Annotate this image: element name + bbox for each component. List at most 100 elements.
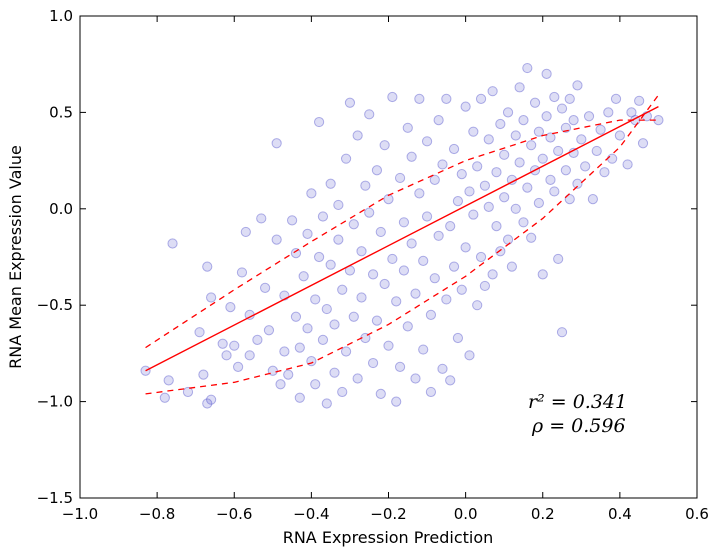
data-point [510, 130, 521, 141]
data-point [310, 379, 321, 390]
upper-confidence-band [145, 119, 659, 349]
data-point [233, 361, 244, 372]
data-point [441, 294, 452, 305]
regression-line [145, 105, 659, 372]
data-point [340, 153, 352, 164]
data-point [448, 143, 460, 155]
axis-ticks: −1.0 −0.8 −0.6 −0.4 −0.2 0.0 0.2 0.4 0.6−1.5−1.0… [37, 7, 709, 523]
data-point [294, 342, 305, 353]
data-point [275, 379, 286, 390]
y-tick-label: −1.0 [37, 393, 73, 411]
data-point [529, 97, 541, 108]
data-point [460, 242, 471, 253]
data-point [634, 95, 645, 106]
data-point [371, 165, 383, 176]
data-point [379, 140, 390, 151]
x-tick-label: −1.0 [62, 505, 98, 523]
data-point [402, 122, 413, 133]
data-point [518, 217, 529, 228]
x-axis-title: RNA Expression Prediction [283, 528, 494, 547]
data-point [495, 246, 506, 257]
points-layer [140, 62, 664, 409]
data-point [310, 294, 321, 305]
data-point [533, 197, 544, 209]
data-point [487, 269, 498, 280]
data-point [479, 280, 491, 292]
data-point [541, 68, 552, 79]
data-point [352, 373, 363, 384]
data-point [367, 269, 379, 280]
data-point [356, 292, 367, 303]
data-point [364, 109, 375, 120]
data-point [329, 367, 340, 378]
data-point [383, 194, 394, 205]
fit-lines-layer [145, 94, 659, 395]
data-point [448, 261, 460, 272]
data-point [491, 167, 502, 178]
data-point [290, 248, 302, 259]
data-point [437, 363, 448, 374]
data-point [595, 124, 606, 135]
data-point [321, 398, 332, 409]
data-point [429, 273, 440, 284]
data-point [283, 369, 294, 380]
data-point [263, 325, 275, 336]
data-point [553, 253, 564, 265]
data-point [526, 232, 537, 243]
data-point [518, 115, 529, 126]
data-point [537, 153, 548, 164]
data-point [317, 334, 329, 346]
data-point [391, 296, 402, 307]
data-point [587, 194, 598, 205]
data-point [541, 111, 552, 122]
data-point [510, 203, 521, 214]
data-point [202, 398, 213, 409]
data-point [425, 309, 437, 320]
data-point [452, 195, 464, 207]
data-point [564, 93, 575, 105]
data-point [580, 161, 591, 172]
data-point [298, 271, 309, 282]
data-point [556, 327, 568, 338]
y-tick-label: 1.0 [49, 7, 73, 25]
data-point [610, 93, 622, 105]
data-point [163, 375, 174, 386]
data-point [167, 238, 178, 249]
data-point [452, 332, 464, 344]
data-point [421, 211, 433, 222]
data-point [537, 269, 548, 280]
data-point [418, 255, 429, 266]
data-point [375, 388, 386, 399]
data-point [344, 97, 356, 108]
data-point [410, 288, 421, 299]
data-point [356, 246, 367, 257]
data-point [475, 93, 487, 105]
data-point [229, 340, 240, 351]
data-point [464, 186, 475, 197]
data-point [483, 134, 494, 145]
data-point [279, 346, 290, 357]
data-point [441, 93, 452, 105]
data-point [456, 284, 467, 295]
data-point [560, 165, 571, 176]
r-squared-annotation: r² = 0.341 [528, 391, 627, 413]
data-point [302, 323, 313, 334]
x-tick-label: 0.2 [531, 505, 555, 523]
data-point [348, 219, 359, 230]
data-point [437, 159, 448, 170]
data-point [445, 221, 456, 232]
data-point [456, 168, 467, 180]
x-tick-label: −0.8 [139, 505, 175, 523]
data-point [421, 136, 433, 147]
data-point [564, 194, 575, 205]
data-point [325, 178, 336, 189]
y-tick-label: −0.5 [37, 296, 73, 314]
data-point [406, 238, 417, 249]
data-point [472, 161, 483, 172]
data-point [556, 103, 568, 114]
data-point [514, 157, 525, 168]
data-point [256, 213, 267, 224]
data-point [379, 278, 390, 290]
data-point [286, 215, 298, 226]
data-point [603, 107, 614, 118]
